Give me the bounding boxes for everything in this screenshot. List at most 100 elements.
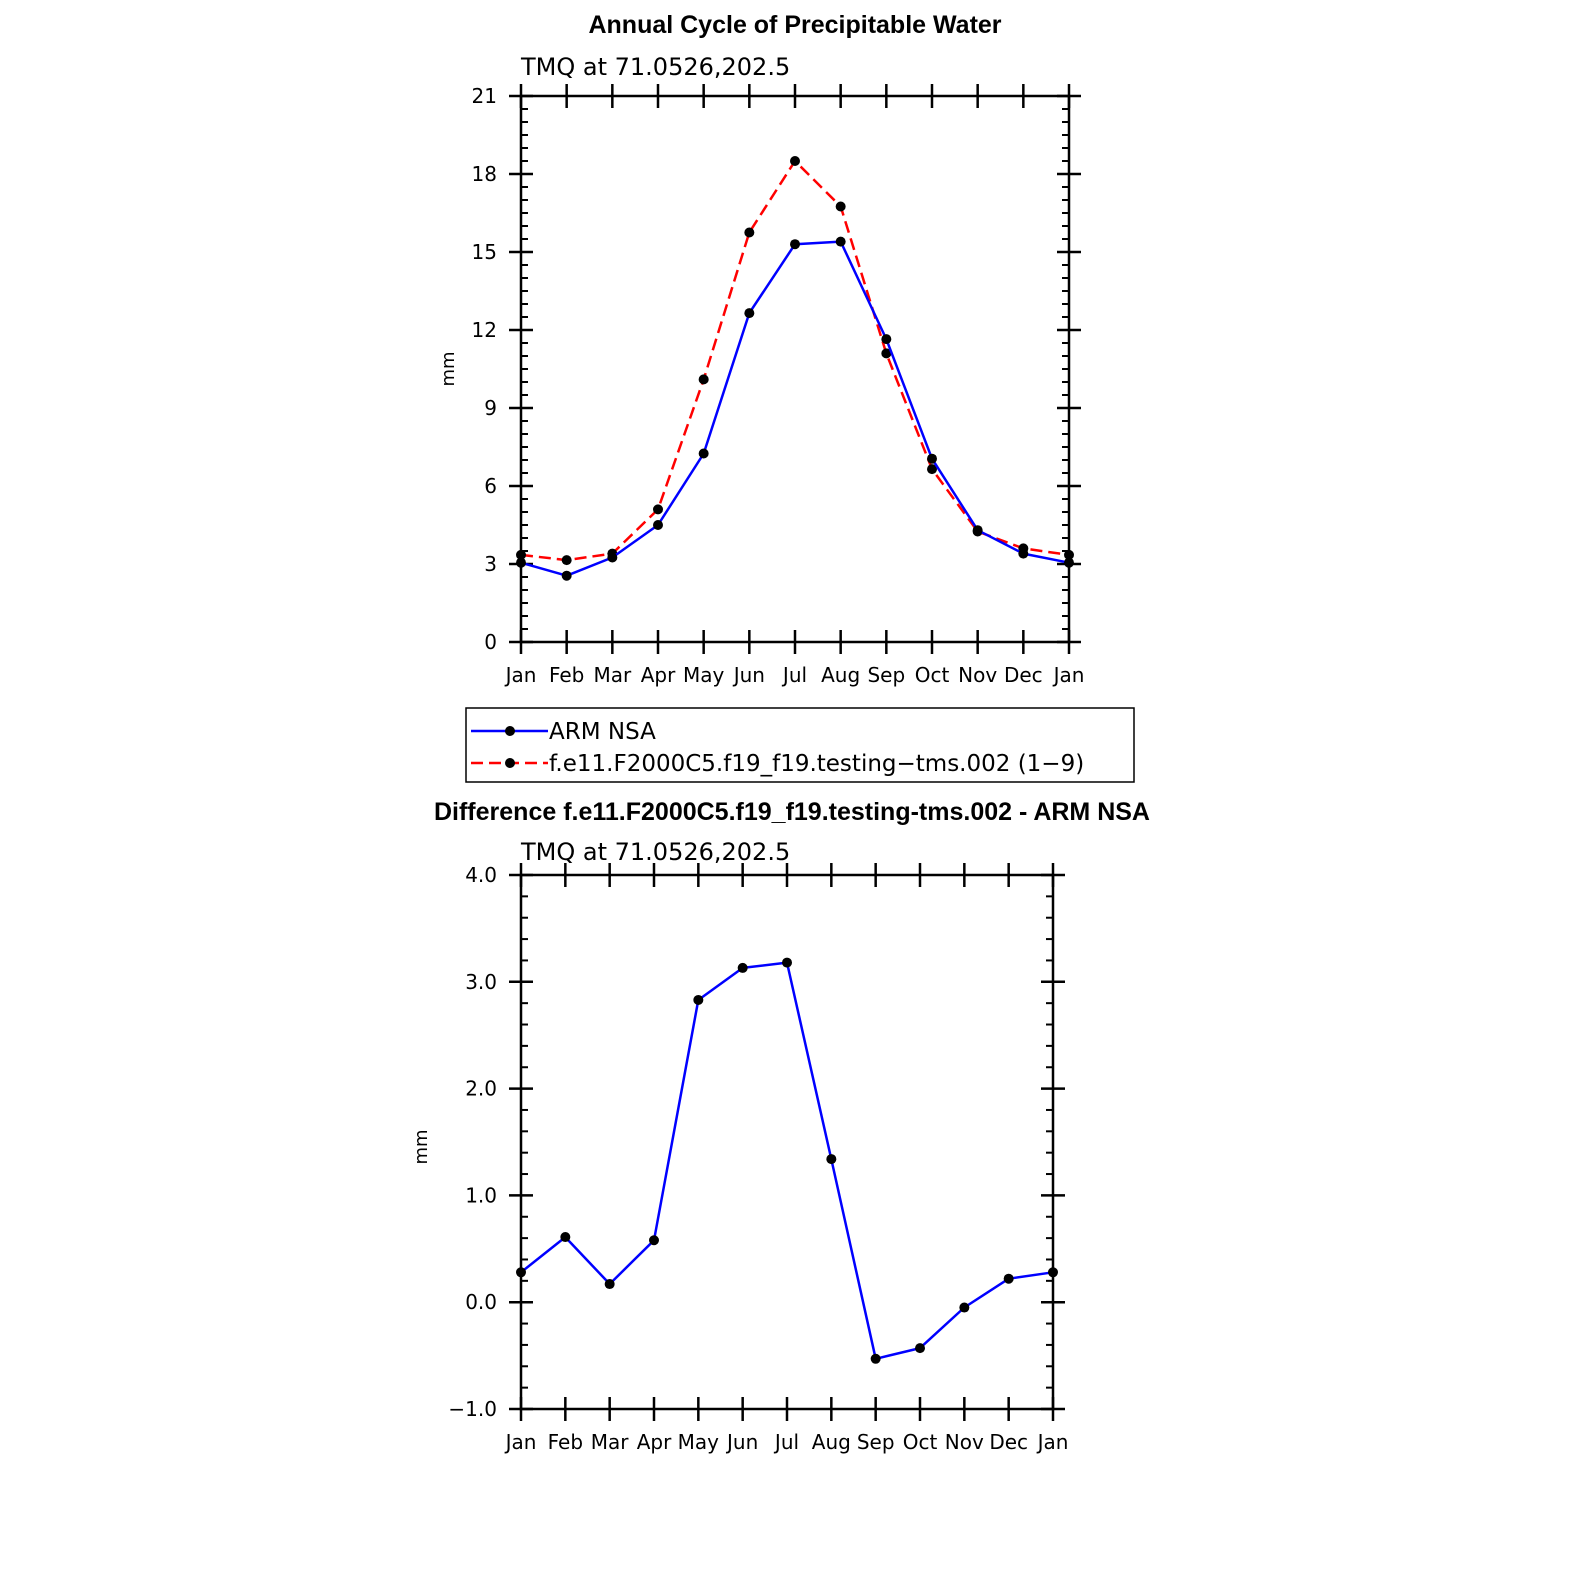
x-tick-label-apr: Apr: [637, 1430, 672, 1454]
data-point-sep: [881, 348, 892, 359]
y-tick-label: −1.0: [448, 1397, 497, 1421]
data-point-may: [698, 374, 709, 385]
data-point-nov: [959, 1302, 970, 1313]
x-tick-label-dec: Dec: [989, 1430, 1028, 1454]
series-line-difference: [520, 961, 1054, 1361]
x-tick-label-jun: Jun: [732, 663, 765, 687]
annual-cycle-chart: Annual Cycle of Precipitable Water TMQ a…: [438, 11, 1135, 783]
x-tick-label-dec: Dec: [1004, 663, 1043, 687]
data-point-jul: [790, 156, 800, 166]
series-f-e11-f2000c5-f19-f19-testing-tms-002-1-9: [516, 156, 1074, 566]
x-tick-label-aug: Aug: [821, 663, 860, 687]
legend-label-model: f.e11.F2000C5.f19_f19.testing−tms.002 (1…: [549, 751, 1084, 777]
x-tick-label-apr: Apr: [641, 663, 676, 687]
data-point-nov: [972, 525, 983, 536]
chart-title: Annual Cycle of Precipitable Water: [588, 11, 1001, 39]
chart-subtitle: TMQ at 71.0526,202.5: [520, 53, 790, 81]
data-point-dec: [1003, 1273, 1014, 1284]
y-tick-label: 12: [472, 318, 497, 342]
tick-marks: [509, 863, 1065, 1421]
difference-chart: Difference f.e11.F2000C5.f19_f19.testing…: [411, 798, 1150, 1454]
x-tick-label-feb: Feb: [549, 663, 584, 687]
y-tick-label: 21: [472, 84, 497, 108]
data-point-apr: [653, 504, 663, 515]
data-point-oct: [927, 464, 937, 475]
chart-title: Difference f.e11.F2000C5.f19_f19.testing…: [434, 798, 1150, 826]
data-point-may: [698, 448, 709, 459]
y-tick-label: 3.0: [465, 970, 497, 994]
x-tick-labels: Jan Feb Mar Apr May Jun Jul Aug Sep Oct Nov Dec Jan: [504, 663, 1085, 687]
series-line-f-e11-f2000c5-f19-f19-testing-tms-002-1-9: [520, 159, 1070, 562]
legend-entry-model: f.e11.F2000C5.f19_f19.testing−tms.002 (1…: [471, 751, 1084, 777]
legend-entry-arm-nsa: ARM NSA: [471, 719, 656, 745]
data-point-aug: [835, 201, 846, 212]
y-tick-label: 6: [484, 474, 497, 498]
data-point-mar: [607, 552, 618, 563]
y-axis-label: mm: [411, 1129, 432, 1164]
data-point-feb: [561, 570, 572, 581]
data-point-jul: [790, 239, 800, 250]
x-tick-label-jun: Jun: [725, 1430, 758, 1454]
legend-label-arm-nsa: ARM NSA: [549, 719, 656, 745]
plot-frame: [519, 873, 1055, 1411]
y-tick-label: 3: [484, 552, 497, 576]
data-point-sep: [881, 334, 892, 345]
y-tick-label: 15: [472, 240, 497, 264]
data-point-oct: [927, 453, 937, 464]
x-tick-label-may: May: [678, 1430, 720, 1454]
x-tick-label-oct: Oct: [903, 1430, 938, 1454]
y-tick-label: 4.0: [465, 863, 497, 887]
data-point-apr: [653, 520, 663, 530]
data-point-aug: [835, 236, 846, 247]
x-tick-label-mar: Mar: [593, 663, 632, 687]
x-tick-label-jan: Jan: [1052, 663, 1085, 687]
x-tick-label-nov: Nov: [958, 663, 997, 687]
tick-marks: [509, 84, 1081, 654]
data-point-aug: [826, 1154, 837, 1165]
series-line-arm-nsa: [520, 240, 1070, 577]
x-tick-label-oct: Oct: [915, 663, 950, 687]
legend-marker-model: [505, 758, 515, 768]
legend-box: [465, 707, 1135, 783]
series-group: [516, 957, 1058, 1364]
x-tick-labels: Jan Feb Mar Apr May Jun Jul Aug Sep Oct Nov Dec Jan: [504, 1430, 1069, 1454]
x-tick-label-may: May: [683, 663, 725, 687]
data-point-feb: [561, 555, 572, 566]
y-tick-label: 0: [484, 630, 497, 654]
data-point-jun: [744, 227, 755, 238]
y-tick-label: 18: [472, 162, 497, 186]
y-tick-labels: 0 3 6 9 12 15 18 21: [472, 84, 497, 654]
x-tick-label-feb: Feb: [548, 1430, 583, 1454]
y-axis-label: mm: [438, 351, 459, 386]
y-tick-labels: −1.0 0.0 1.0 2.0 3.0 4.0: [448, 863, 497, 1421]
data-point-jun: [737, 962, 748, 973]
series-difference: [516, 957, 1058, 1364]
x-tick-label-sep: Sep: [857, 1430, 895, 1454]
y-tick-label: 2.0: [465, 1077, 497, 1101]
series-arm-nsa: [516, 236, 1074, 581]
data-point-jul: [782, 957, 792, 968]
chart-subtitle: TMQ at 71.0526,202.5: [520, 838, 790, 866]
plot-frame: [519, 94, 1071, 644]
x-tick-label-jan: Jan: [504, 663, 537, 687]
x-tick-label-mar: Mar: [591, 1430, 630, 1454]
legend-marker-arm-nsa: [505, 726, 515, 736]
y-tick-label: 0.0: [465, 1290, 497, 1314]
data-point-dec: [1018, 548, 1029, 559]
x-tick-label-aug: Aug: [812, 1430, 851, 1454]
data-point-may: [693, 994, 704, 1005]
x-tick-label-jul: Jul: [781, 663, 807, 687]
x-tick-label-jan: Jan: [1036, 1430, 1069, 1454]
data-point-jun: [744, 308, 755, 319]
data-point-oct: [915, 1343, 925, 1354]
data-point-feb: [560, 1232, 571, 1243]
y-tick-label: 1.0: [465, 1183, 497, 1207]
x-tick-label-nov: Nov: [945, 1430, 984, 1454]
data-point-apr: [649, 1235, 659, 1246]
data-point-sep: [870, 1353, 881, 1364]
x-tick-label-jul: Jul: [773, 1430, 799, 1454]
series-group: [516, 156, 1074, 581]
data-point-mar: [604, 1279, 615, 1290]
y-tick-label: 9: [484, 396, 497, 420]
